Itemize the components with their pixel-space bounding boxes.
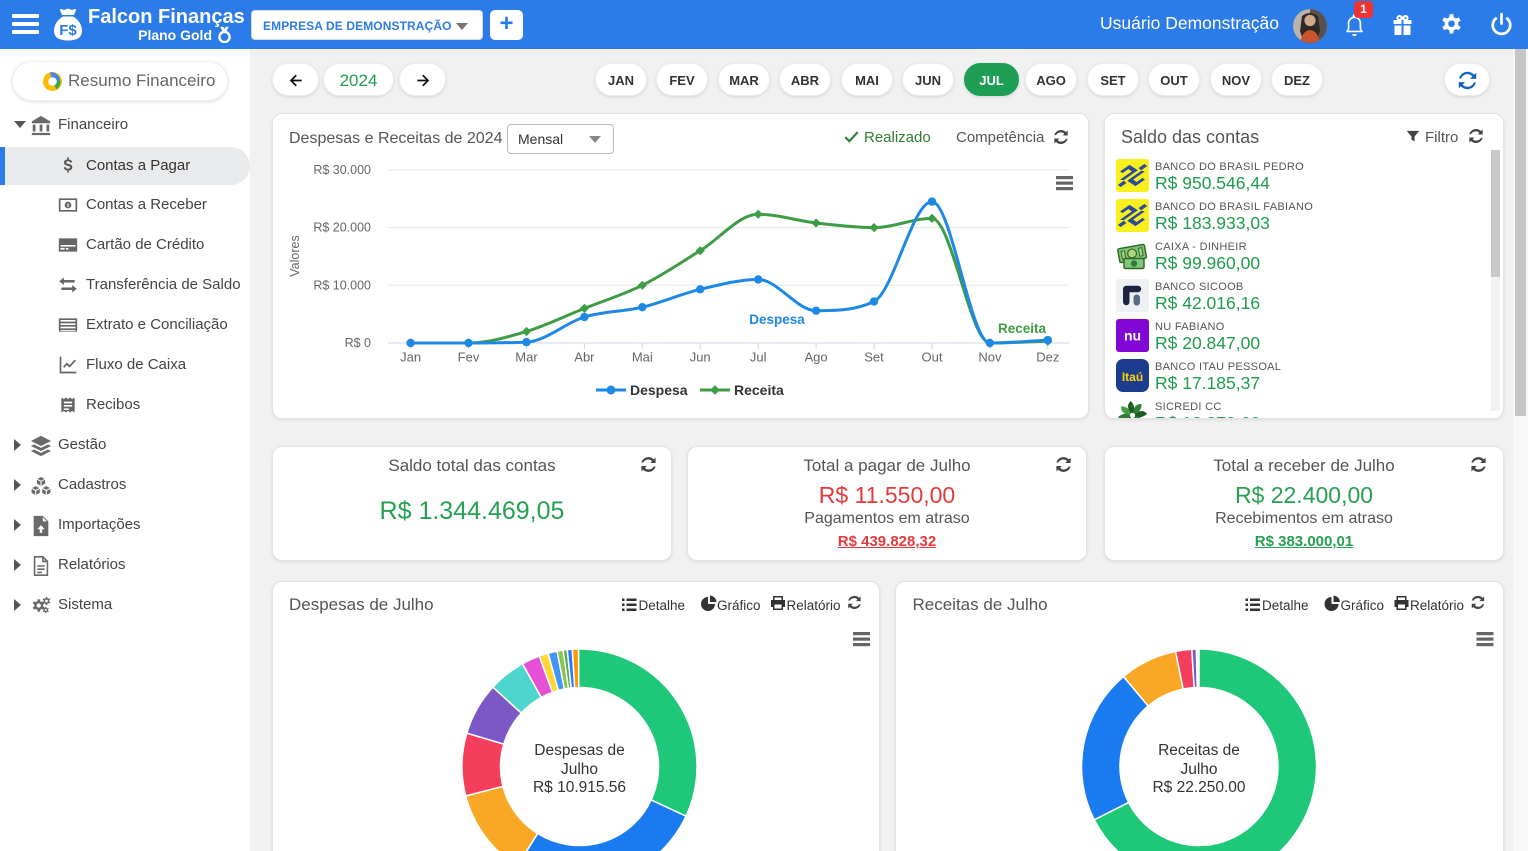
svg-text:Ago: Ago (805, 350, 828, 365)
svg-text:Gráfico: Gráfico (1341, 598, 1385, 613)
svg-text:Relatório: Relatório (1410, 598, 1464, 613)
svg-text:Despesa: Despesa (749, 312, 805, 327)
svg-text:R$ 22.250.00: R$ 22.250.00 (1152, 779, 1245, 796)
svg-text:Jul: Jul (750, 350, 767, 365)
svg-text:F$: F$ (59, 22, 77, 39)
svg-text:Gráfico: Gráfico (717, 598, 761, 613)
svg-text:Relatório: Relatório (787, 598, 841, 613)
svg-text:Despesas de Julho: Despesas de Julho (289, 595, 434, 614)
svg-text:Mar: Mar (515, 350, 538, 365)
svg-text:R$ 10.000: R$ 10.000 (313, 278, 371, 292)
svg-text:Receita: Receita (998, 321, 1047, 336)
svg-text:Receitas de Julho: Receitas de Julho (913, 595, 1048, 614)
svg-text:Itaú: Itaú (1122, 370, 1143, 384)
svg-text:R$ 20.000: R$ 20.000 (313, 221, 371, 235)
svg-text:Out: Out (922, 350, 943, 365)
svg-text:Abr: Abr (574, 350, 595, 365)
svg-text:Valores: Valores (288, 235, 302, 276)
svg-text:R$ 0: R$ 0 (345, 336, 371, 350)
svg-text:Jun: Jun (690, 350, 711, 365)
svg-text:Mai: Mai (632, 350, 653, 365)
svg-text:Dez: Dez (1036, 350, 1059, 365)
svg-text:Receitas de: Receitas de (1158, 742, 1240, 759)
svg-text:Despesas de: Despesas de (534, 742, 624, 759)
svg-text:Julho: Julho (561, 761, 598, 778)
svg-text:nu: nu (1124, 328, 1141, 344)
svg-text:Nov: Nov (978, 350, 1002, 365)
svg-text:Receita: Receita (734, 382, 784, 398)
svg-text:Set: Set (864, 350, 884, 365)
svg-text:Despesa: Despesa (630, 382, 688, 398)
svg-text:Detalhe: Detalhe (1262, 598, 1309, 613)
svg-text:Julho: Julho (1180, 761, 1217, 778)
svg-text:Detalhe: Detalhe (639, 598, 686, 613)
svg-text:Jan: Jan (400, 350, 421, 365)
svg-text:Fev: Fev (458, 350, 480, 365)
svg-text:R$ 10.915.56: R$ 10.915.56 (533, 779, 626, 796)
svg-text:R$ 30.000: R$ 30.000 (313, 163, 371, 177)
